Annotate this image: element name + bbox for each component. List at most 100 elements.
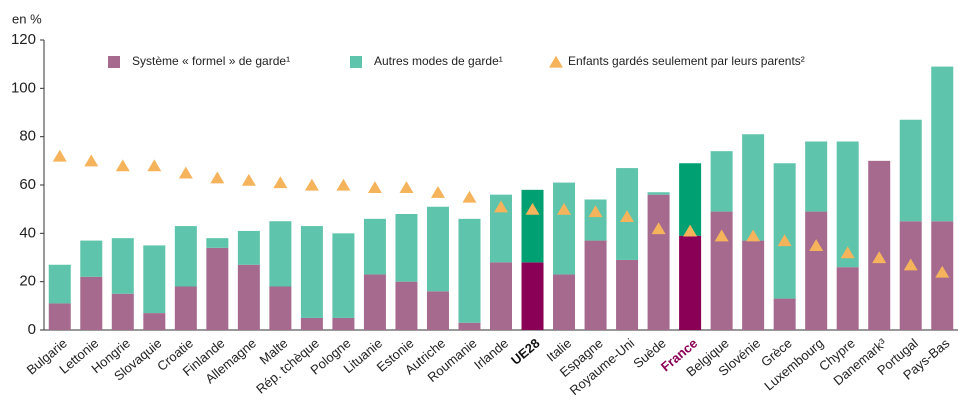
bar-segment xyxy=(300,226,323,318)
marker xyxy=(651,222,666,235)
bar-segment xyxy=(836,141,859,268)
marker xyxy=(840,246,855,259)
bar-segment xyxy=(584,240,607,330)
marker xyxy=(935,265,950,278)
bar-segment xyxy=(521,189,544,263)
bar-segment xyxy=(616,259,639,330)
bar-segment xyxy=(710,211,733,330)
bar-segment xyxy=(206,247,229,330)
x-tick-label: Irlande xyxy=(471,335,511,372)
bar-segment xyxy=(679,163,702,236)
bar-segment xyxy=(237,264,260,330)
bar-segment xyxy=(742,134,765,241)
bar-segment xyxy=(363,218,386,275)
bar-segment xyxy=(174,286,197,330)
marker xyxy=(872,251,887,264)
legend-label: Enfants gardés seulement par leurs paren… xyxy=(568,54,805,68)
bar-segment xyxy=(679,235,702,330)
legend-swatch xyxy=(108,56,120,68)
y-tick-label: 100 xyxy=(11,79,36,96)
marker xyxy=(557,202,572,215)
bar-segment xyxy=(553,274,576,330)
y-axis-label: en % xyxy=(12,11,42,26)
legend-swatch xyxy=(350,56,362,68)
bar-segment xyxy=(143,245,166,314)
x-tick-label: UE28 xyxy=(508,335,543,367)
marker xyxy=(84,154,99,167)
marker xyxy=(588,205,603,218)
bar-segment xyxy=(931,66,954,222)
bar-segment xyxy=(300,317,323,330)
bar-segment xyxy=(773,163,796,299)
bar-segment xyxy=(426,206,449,292)
bar-segment xyxy=(143,313,166,330)
bar-segment xyxy=(584,199,607,241)
y-tick-label: 120 xyxy=(11,31,36,48)
marker xyxy=(683,224,698,237)
bar-segment xyxy=(710,151,733,212)
bar-segment xyxy=(206,238,229,248)
marker xyxy=(494,200,508,213)
marker xyxy=(525,202,540,215)
bar-segment xyxy=(269,221,292,287)
bar-segment xyxy=(80,276,103,330)
marker xyxy=(304,178,319,191)
y-tick-label: 0 xyxy=(28,321,36,338)
legend-marker xyxy=(549,55,563,68)
y-tick-label: 60 xyxy=(19,176,36,193)
bar-segment xyxy=(899,119,922,222)
bar-segment xyxy=(332,233,355,318)
bar-segment xyxy=(332,317,355,330)
y-tick-label: 80 xyxy=(19,128,36,145)
marker xyxy=(336,178,351,191)
marker xyxy=(178,166,193,179)
bar-segment xyxy=(805,211,828,330)
marker xyxy=(147,159,162,172)
bar-segment xyxy=(111,293,134,330)
marker xyxy=(273,176,288,189)
marker xyxy=(809,239,824,252)
bar-segment xyxy=(742,240,765,330)
bar-segment xyxy=(80,240,103,277)
bar-segment xyxy=(458,322,481,330)
bar-segment xyxy=(805,141,828,212)
marker xyxy=(620,210,635,223)
marker xyxy=(777,234,792,247)
bar-segment xyxy=(269,286,292,330)
legend-label: Système « formel » de garde¹ xyxy=(132,54,290,68)
marker xyxy=(52,149,67,162)
marker xyxy=(903,258,918,271)
bar-segment xyxy=(773,298,796,330)
marker xyxy=(115,159,130,172)
bar-segment xyxy=(174,226,197,287)
bar-segment xyxy=(111,238,134,294)
bar-segment xyxy=(553,182,576,275)
marker xyxy=(714,229,729,242)
marker xyxy=(399,181,414,194)
marker xyxy=(746,229,761,242)
marker xyxy=(210,171,225,184)
legend-label: Autres modes de garde¹ xyxy=(374,54,503,68)
bar-segment xyxy=(836,267,859,330)
bar-segment xyxy=(899,221,922,330)
marker xyxy=(241,173,256,186)
bar-segment xyxy=(48,303,71,330)
y-tick-label: 20 xyxy=(19,273,36,290)
bar-segment xyxy=(647,194,670,330)
marker xyxy=(367,181,382,194)
bar-segment xyxy=(395,214,418,282)
bar-segment xyxy=(868,160,891,330)
bar-segment xyxy=(647,192,670,195)
bar-segment xyxy=(48,264,71,304)
marker xyxy=(462,190,477,203)
bar-segment xyxy=(490,262,512,330)
bar-segment xyxy=(363,274,386,330)
bar-segment xyxy=(395,281,418,330)
marker xyxy=(430,185,445,198)
bar-segment xyxy=(426,291,449,330)
bar-segment xyxy=(458,218,481,323)
bar-segment xyxy=(521,262,544,330)
y-tick-label: 40 xyxy=(19,224,36,241)
bar-segment xyxy=(237,230,260,265)
